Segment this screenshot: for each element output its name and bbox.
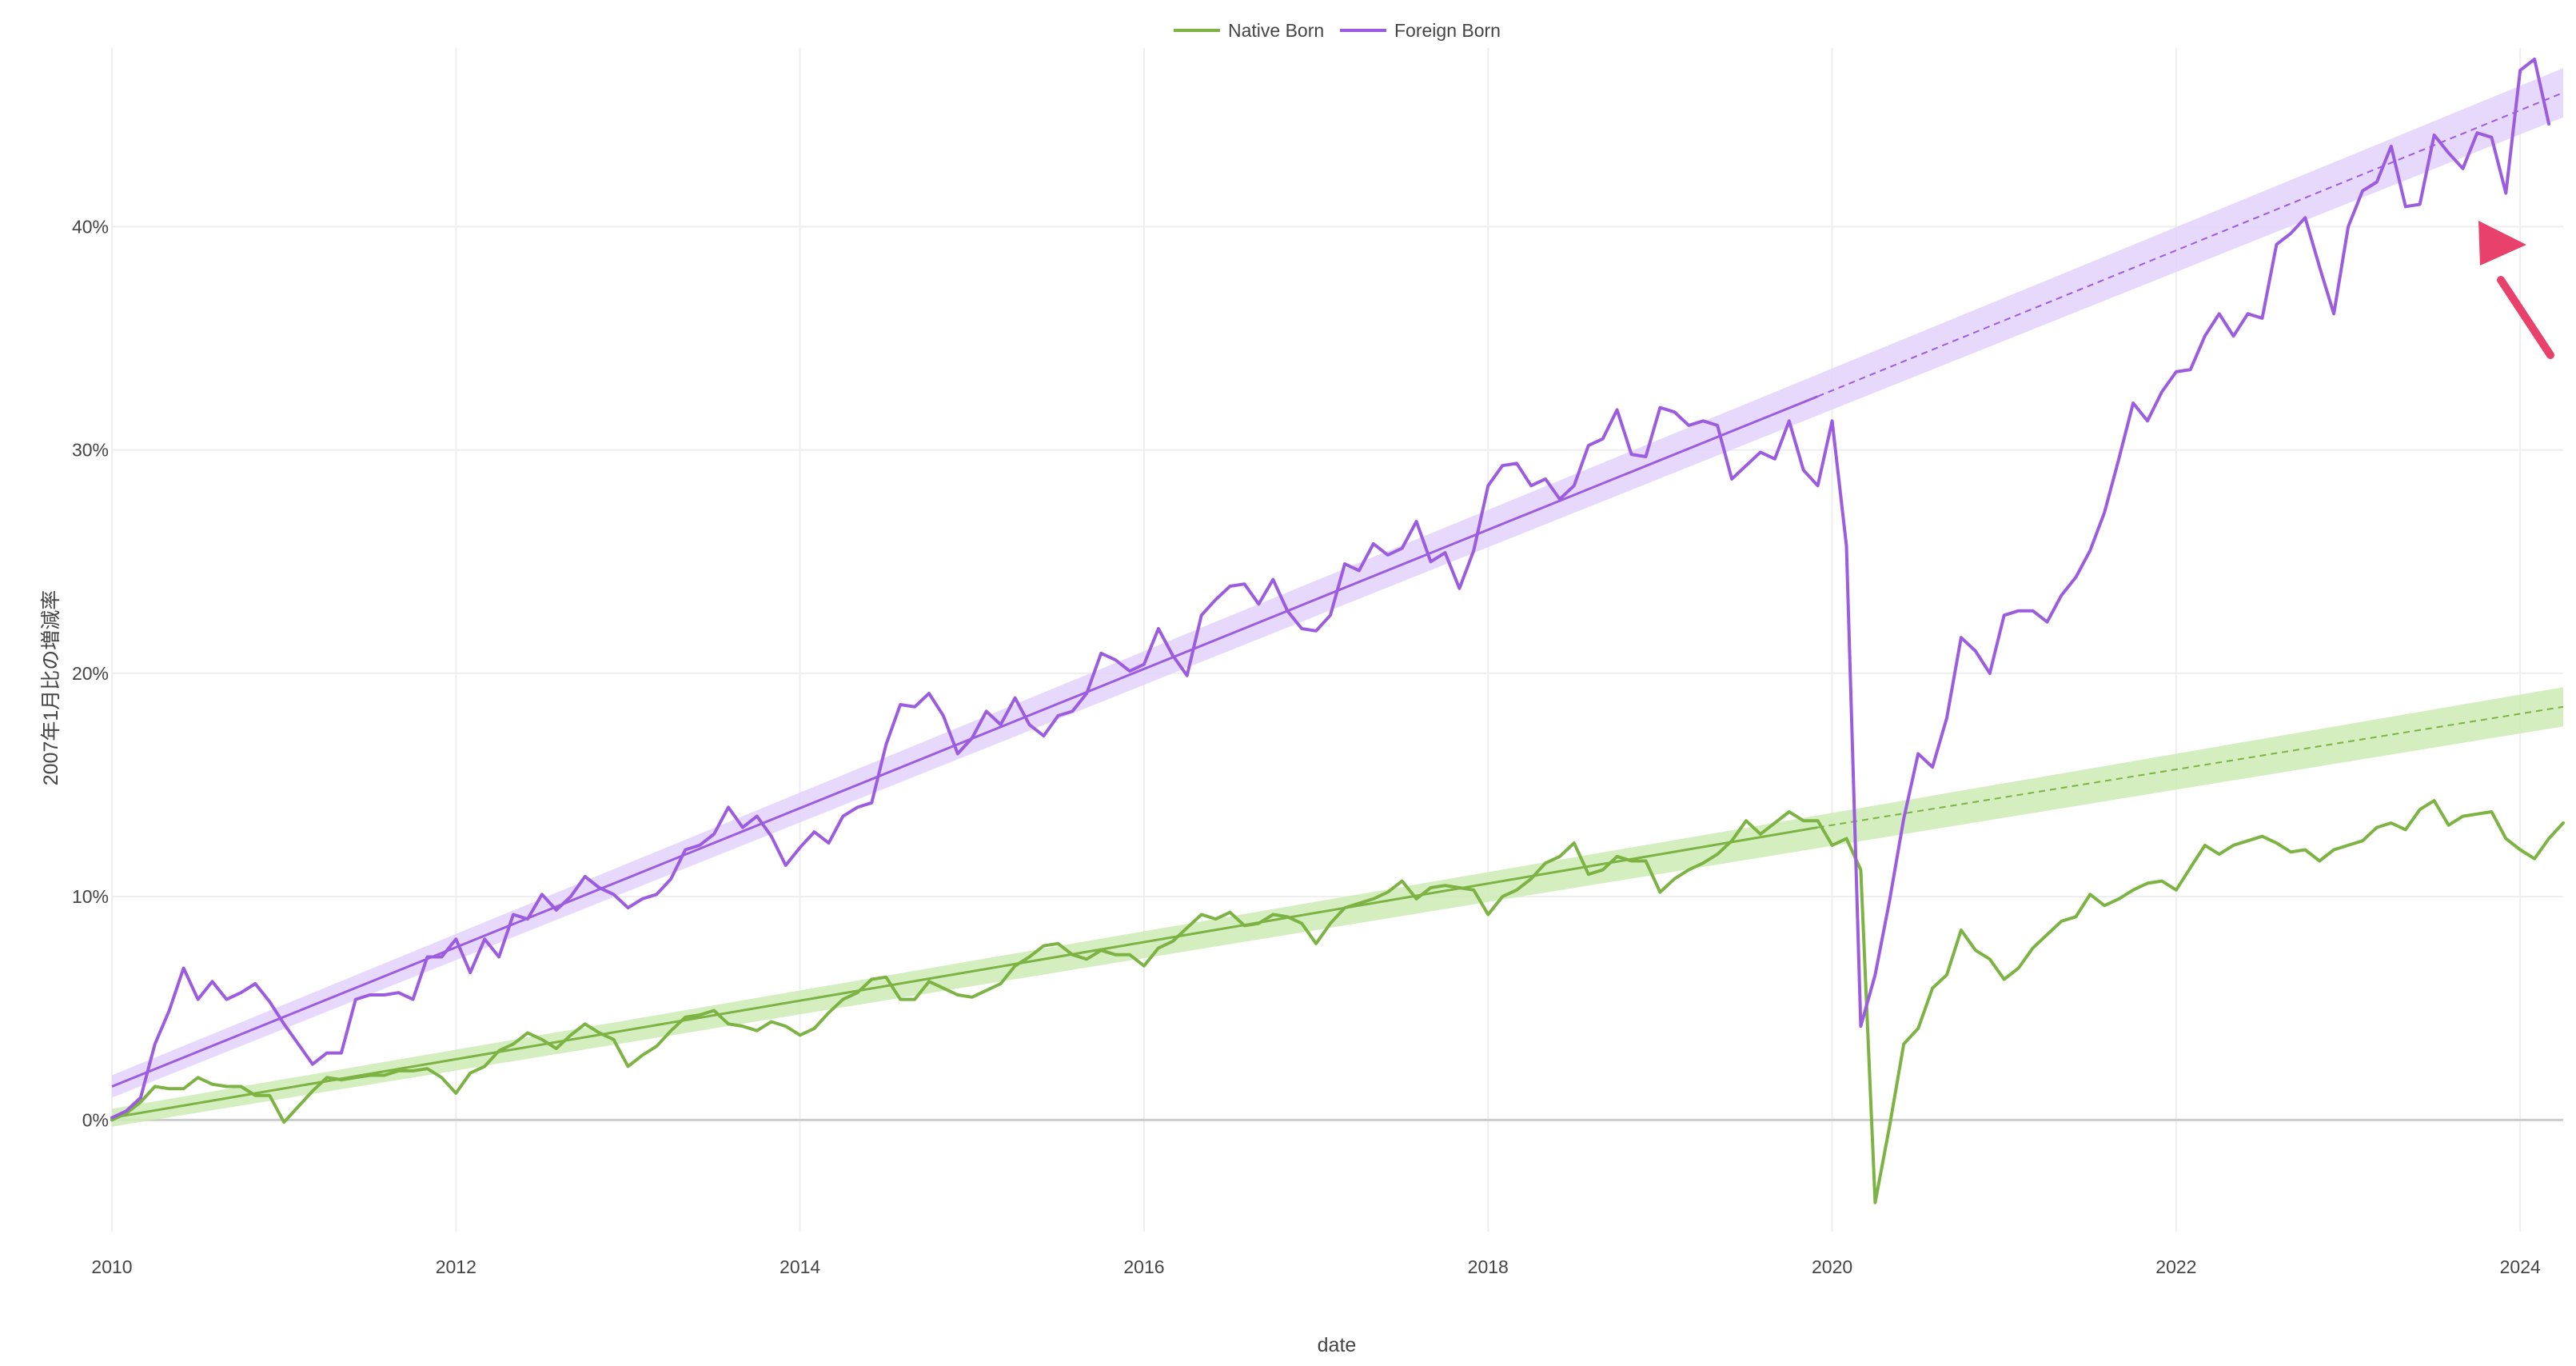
trend-band-foreign [112, 68, 2563, 1098]
x-tick-label: 2020 [1812, 1256, 1852, 1277]
x-tick-label: 2022 [2155, 1256, 2196, 1277]
series-line-native [110, 799, 2565, 1204]
x-tick-label: 2018 [1468, 1256, 1509, 1277]
arrow-shaft [2497, 276, 2554, 359]
legend-item-foreign[interactable]: Foreign Born [1340, 20, 1501, 41]
y-axis-title: 2007年1月比の増減率 [40, 590, 62, 786]
legend-label-foreign: Foreign Born [1394, 20, 1501, 41]
y-tick-label: 40% [72, 216, 109, 237]
arrow-icon [2478, 221, 2554, 359]
x-tick-label: 2012 [436, 1256, 477, 1277]
y-tick-label: 20% [72, 663, 109, 684]
series-lines [110, 58, 2565, 1204]
x-axis-title: date [1318, 1334, 1357, 1356]
x-tick-label: 2016 [1123, 1256, 1164, 1277]
x-tick-label: 2010 [91, 1256, 132, 1277]
y-tick-label: 0% [82, 1109, 109, 1130]
trend-bands [112, 68, 2563, 1127]
series-line-foreign [110, 58, 2551, 1120]
grid [111, 48, 2563, 1232]
trend-band-native [112, 687, 2563, 1127]
trend-line-foreign [111, 395, 1819, 1088]
x-tick-label: 2014 [780, 1256, 820, 1277]
x-axis-ticks: 2010 2012 2014 2016 2018 2020 2022 2024 [91, 1256, 2541, 1277]
legend-label-native: Native Born [1228, 20, 1324, 41]
y-tick-label: 10% [72, 886, 109, 907]
legend: Native Born Foreign Born [1174, 20, 1501, 41]
y-tick-label: 30% [72, 440, 109, 461]
arrow-head [2478, 221, 2526, 266]
legend-item-native[interactable]: Native Born [1174, 20, 1324, 41]
y-axis-ticks: 0% 10% 20% 30% 40% [72, 216, 109, 1130]
trend-projection-native [1817, 705, 2564, 829]
x-tick-label: 2024 [2500, 1256, 2541, 1277]
